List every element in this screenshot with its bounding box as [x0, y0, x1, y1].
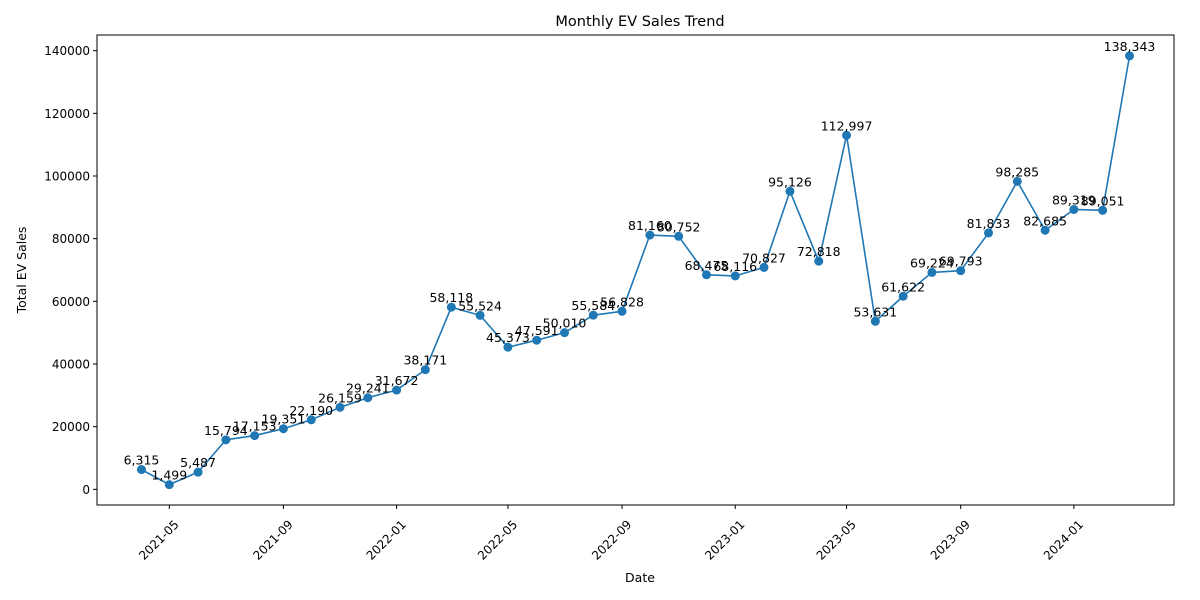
data-point	[446, 302, 456, 312]
data-label: 5,487	[180, 455, 216, 470]
y-tick-label: 40000	[52, 358, 90, 372]
y-axis-label: Total EV Sales	[14, 227, 29, 315]
chart-title: Monthly EV Sales Trend	[555, 14, 724, 30]
data-point	[814, 256, 824, 266]
data-point	[870, 316, 880, 326]
data-point	[221, 435, 231, 445]
data-point	[503, 342, 513, 352]
data-point	[335, 402, 345, 412]
data-point	[532, 335, 542, 345]
y-tick-label: 100000	[44, 170, 90, 184]
data-point	[730, 271, 740, 281]
data-label: 29,241	[346, 381, 390, 396]
axes-frame	[96, 34, 1175, 506]
x-axis-label: Date	[625, 570, 655, 585]
data-label: 69,793	[939, 254, 983, 269]
y-tick-label: 120000	[44, 107, 90, 121]
data-label: 1,499	[151, 468, 187, 483]
data-point	[136, 465, 146, 475]
data-point	[927, 267, 937, 277]
data-label: 89,319	[1052, 192, 1096, 207]
data-point	[363, 393, 373, 403]
data-point	[645, 230, 655, 240]
data-point	[193, 467, 203, 477]
series-line	[141, 55, 1131, 486]
data-label: 6,315	[124, 453, 160, 468]
data-label: 22,190	[289, 403, 333, 418]
data-label: 56,828	[600, 294, 644, 309]
data-point	[588, 310, 598, 320]
data-label: 58,118	[429, 290, 473, 305]
y-tick-label: 20000	[52, 420, 90, 434]
data-point	[306, 415, 316, 425]
data-label: 55,524	[458, 298, 502, 313]
data-label: 98,285	[995, 164, 1039, 179]
data-label: 70,827	[742, 250, 786, 265]
y-tick-label: 80000	[52, 232, 90, 246]
data-point	[1069, 204, 1079, 214]
data-point	[701, 270, 711, 280]
data-label: 53,631	[853, 304, 897, 319]
data-point	[1125, 51, 1135, 61]
data-label: 80,752	[657, 219, 701, 234]
data-point	[420, 365, 430, 375]
data-point	[898, 291, 908, 301]
data-label: 31,672	[375, 373, 419, 388]
y-tick-label: 140000	[44, 44, 90, 58]
data-label: 81,160	[628, 218, 672, 233]
data-point	[560, 328, 570, 338]
data-point	[1012, 176, 1022, 186]
data-point	[392, 385, 402, 395]
data-label: 72,818	[797, 244, 841, 259]
data-label: 26,159	[318, 390, 362, 405]
data-label: 38,171	[403, 353, 447, 368]
data-point	[1098, 205, 1108, 215]
data-point	[842, 130, 852, 140]
data-label: 69,224	[910, 255, 954, 270]
data-label: 55,584	[571, 298, 615, 313]
data-label: 50,010	[543, 316, 587, 331]
y-tick-label: 60000	[52, 295, 90, 309]
data-label: 82,685	[1023, 213, 1067, 228]
data-point	[956, 266, 966, 276]
data-label: 47,591	[515, 323, 559, 338]
data-point	[164, 480, 174, 490]
data-point	[785, 186, 795, 196]
data-label: 112,997	[821, 118, 873, 133]
data-label: 19,351	[262, 412, 306, 427]
data-label: 15,794	[204, 423, 248, 438]
data-label: 68,475	[685, 258, 729, 273]
data-label: 95,126	[768, 174, 812, 189]
data-label: 81,833	[967, 216, 1011, 231]
data-point	[250, 431, 260, 441]
data-point	[617, 306, 627, 316]
data-label: 61,622	[881, 279, 925, 294]
data-point	[278, 424, 288, 434]
data-label: 138,343	[1104, 39, 1156, 54]
data-point	[674, 231, 684, 241]
data-point	[1040, 225, 1050, 235]
data-point	[475, 310, 485, 320]
data-label: 45,373	[486, 330, 530, 345]
y-tick-label: 0	[82, 483, 90, 497]
data-label: 89,051	[1081, 193, 1125, 208]
data-label: 68,116	[713, 259, 757, 274]
data-label: 17,153	[233, 419, 277, 434]
data-point	[759, 262, 769, 272]
data-point	[984, 228, 994, 238]
